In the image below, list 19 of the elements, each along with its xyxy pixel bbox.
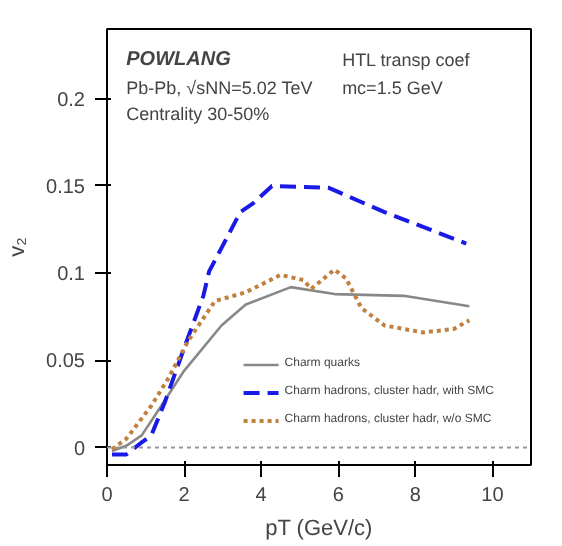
x-tick-label: 2 <box>178 485 191 507</box>
text: POWLANG <box>126 49 232 72</box>
y-tick-label: 0.15 <box>46 176 86 199</box>
x-tick-label: 0 <box>101 485 114 507</box>
annotation: HTL transp coef <box>342 50 471 71</box>
x-tick-label: 4 <box>255 485 268 507</box>
y-tick-label: 0.05 <box>46 351 86 374</box>
annotation: Centrality 30-50% <box>126 104 270 125</box>
y-tick-label: 0 <box>73 438 86 461</box>
x-tick-label: 10 <box>481 485 505 507</box>
annotation: Pb-Pb, √sNN=5.02 TeV <box>126 78 313 99</box>
y-axis-title: v₂ <box>6 237 31 257</box>
x-tick-label: 6 <box>332 485 345 507</box>
y-tick-label: 0.1 <box>57 264 86 287</box>
y-tick-label: 0.2 <box>57 89 86 112</box>
x-tick-label: 8 <box>409 485 422 507</box>
annotation: mc=1.5 GeV <box>342 78 443 99</box>
x-axis-title: pT (GeV/c) <box>265 517 373 541</box>
line-series <box>110 183 469 457</box>
